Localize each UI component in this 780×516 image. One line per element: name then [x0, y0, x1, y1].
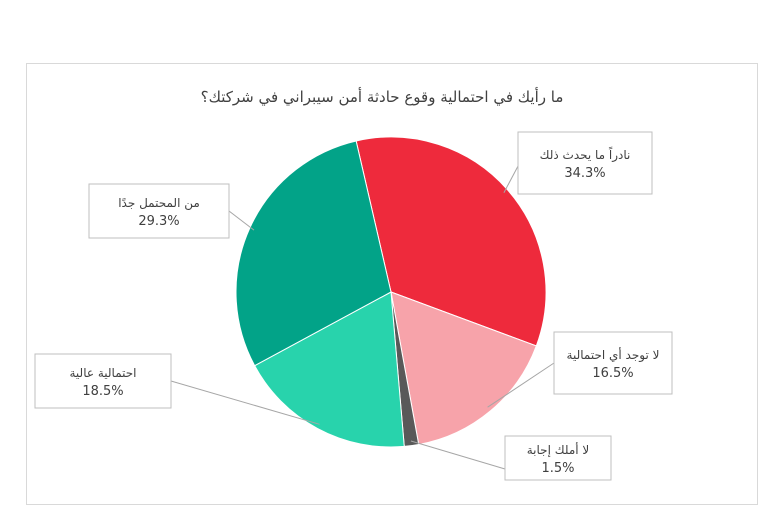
slice-label-rarely: نادراً ما يحدث ذلك — [540, 146, 631, 163]
leader-line-rarely — [503, 165, 519, 193]
chart-frame: ما رأيك في احتمالية وقوع حادثة أمن سيبرا… — [26, 63, 758, 505]
callout-box-high-likelihood — [34, 353, 172, 409]
slice-value-label-high-likelihood: 18.5% — [82, 384, 123, 399]
pie-slice-rarely — [355, 136, 547, 347]
slice-value-label-no-answer: 1.5% — [541, 461, 574, 476]
callout-leader-lines — [170, 165, 555, 470]
leader-line-no-likelihood — [487, 362, 555, 408]
slice-value-label-rarely: 34.3% — [564, 166, 605, 181]
slice-label-no-answer: لا أملك إجابة — [527, 442, 590, 457]
callout-box-no-likelihood — [553, 331, 673, 395]
slice-label-very-likely: من المحتمل جدًا — [118, 196, 200, 211]
callout-box-rarely — [517, 131, 653, 195]
pie-slice-very-likely — [235, 140, 392, 367]
leader-line-very-likely — [228, 210, 255, 231]
pie-slice-high-likelihood — [253, 291, 405, 448]
slice-value-label-no-likelihood: 16.5% — [592, 366, 633, 381]
callout-box-no-answer — [504, 435, 612, 481]
slice-value-label-very-likely: 29.3% — [138, 214, 179, 229]
callout-very-likely: من المحتمل جدًا 29.3% — [88, 183, 230, 239]
pie-chart: ما رأيك في احتمالية وقوع حادثة أمن سيبرا… — [34, 87, 673, 481]
callout-box-very-likely — [88, 183, 230, 239]
leader-line-no-answer — [410, 440, 506, 470]
leader-line-high-likelihood — [170, 380, 320, 425]
callout-no-answer: لا أملك إجابة 1.5% — [504, 435, 612, 481]
pie-slices — [235, 136, 547, 448]
pie-slice-no-likelihood — [390, 291, 537, 446]
chart-title: ما رأيك في احتمالية وقوع حادثة أمن سيبرا… — [201, 87, 564, 107]
callout-rarely: نادراً ما يحدث ذلك 34.3% — [517, 131, 653, 195]
callout-no-likelihood: لا توجد أي احتمالية 16.5% — [553, 331, 673, 395]
slice-label-no-likelihood: لا توجد أي احتمالية — [567, 347, 660, 363]
callouts: نادراً ما يحدث ذلك 34.3% لا توجد أي احتمال… — [34, 131, 673, 481]
slice-label-high-likelihood: احتمالية عالية — [69, 366, 136, 380]
callout-high-likelihood: احتمالية عالية 18.5% — [34, 353, 172, 409]
